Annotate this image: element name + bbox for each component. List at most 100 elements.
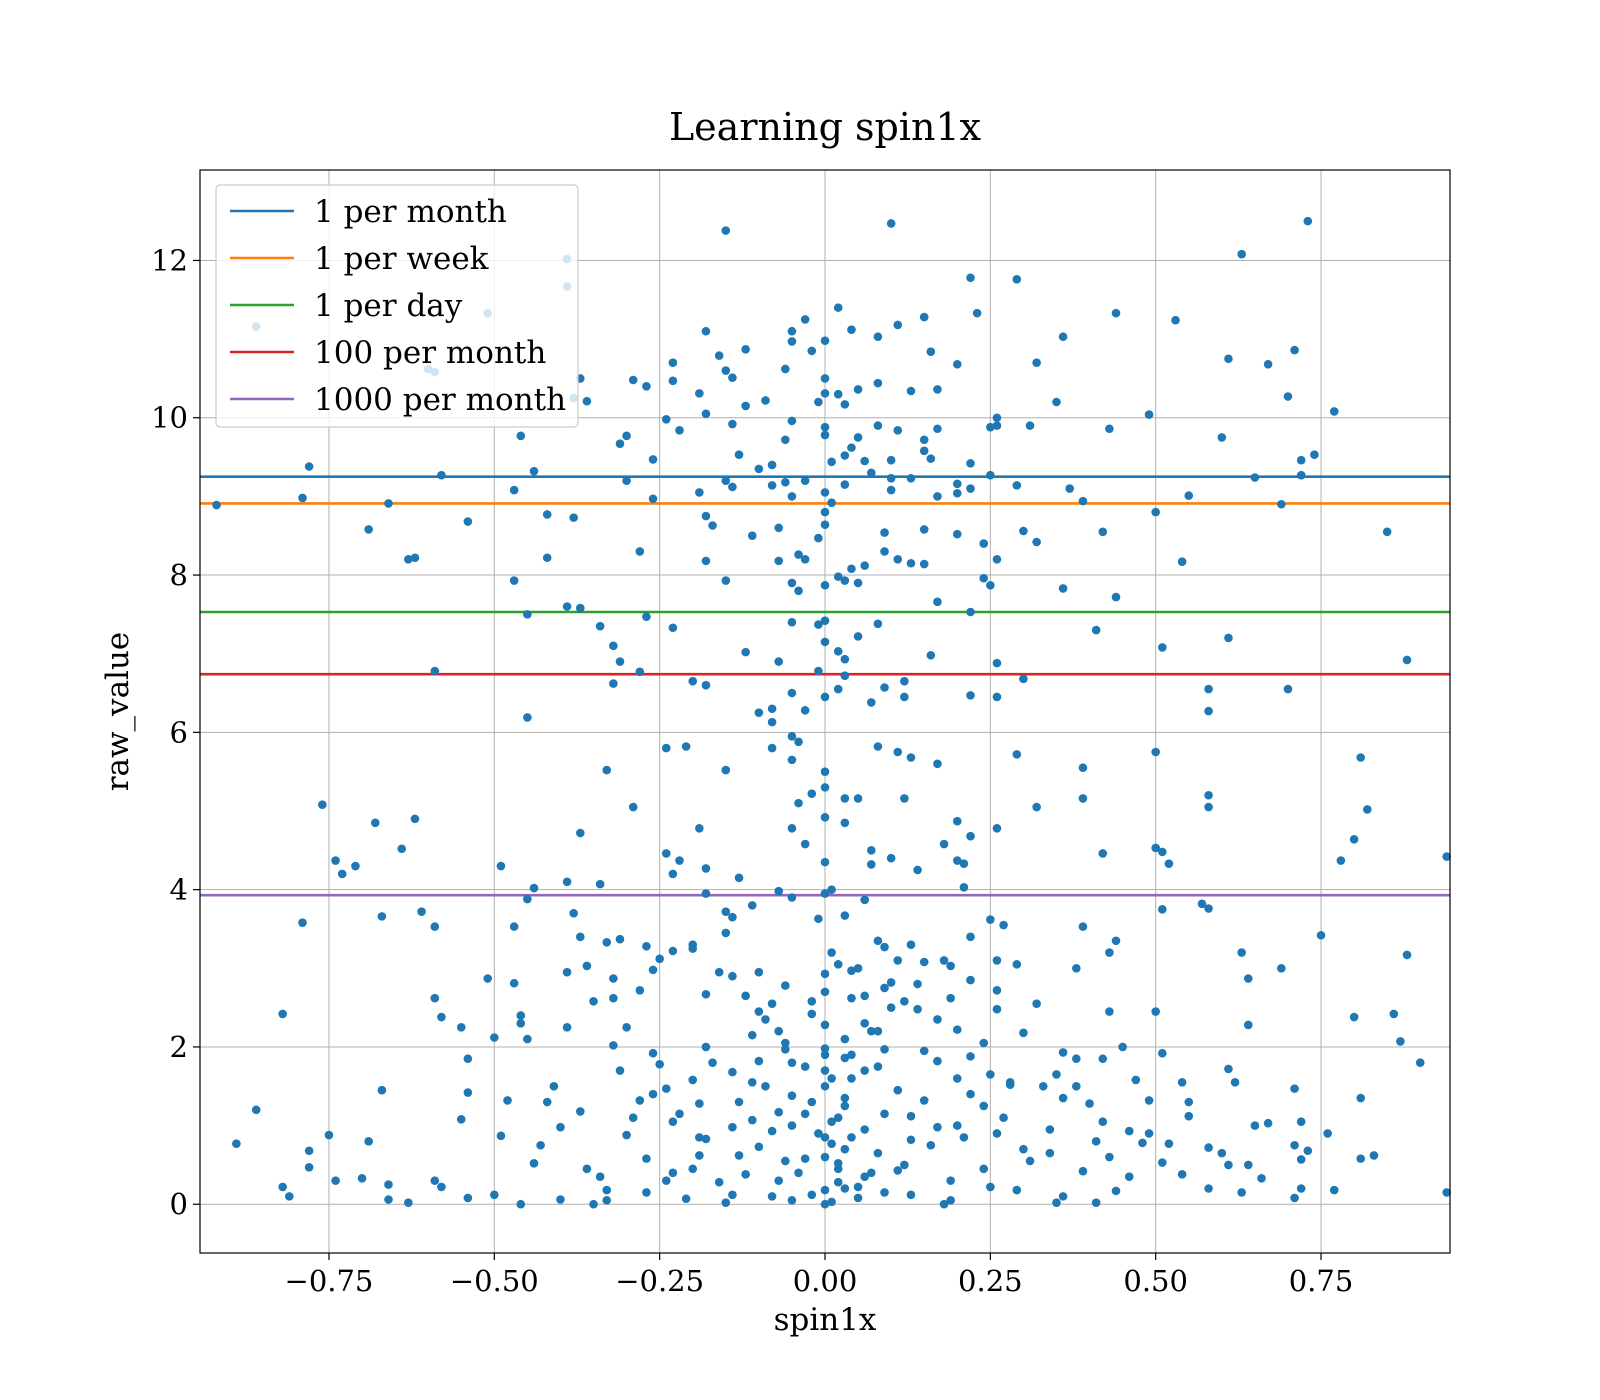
scatter-point <box>1356 753 1366 762</box>
scatter-point <box>562 967 572 977</box>
scatter-point <box>827 457 836 467</box>
scatter-point <box>933 1056 942 1066</box>
scatter-point <box>661 1176 671 1185</box>
scatter-point <box>1204 790 1213 800</box>
scatter-point <box>1303 216 1313 226</box>
scatter-point <box>747 1115 757 1125</box>
scatter-point <box>1078 763 1088 773</box>
scatter-point <box>939 839 949 849</box>
scatter-point <box>284 1192 294 1201</box>
scatter-point <box>840 794 850 803</box>
scatter-point <box>827 885 836 894</box>
scatter-point <box>370 818 380 828</box>
scatter-point <box>992 986 1002 995</box>
scatter-point <box>516 1019 526 1028</box>
scatter-point <box>595 621 605 631</box>
scatter-point <box>1138 1138 1147 1148</box>
scatter-point <box>992 658 1002 668</box>
scatter-point <box>628 375 638 385</box>
scatter-point <box>939 1199 949 1209</box>
scatter-point <box>1032 802 1041 812</box>
scatter-point <box>853 1193 863 1203</box>
scatter-point <box>701 1042 711 1052</box>
scatter-point <box>523 1034 532 1044</box>
scatter-point <box>232 1139 241 1148</box>
scatter-point <box>807 1009 817 1019</box>
scatter-point <box>1131 1075 1141 1085</box>
scatter-point <box>873 1026 883 1036</box>
scatter-point <box>847 966 856 975</box>
scatter-point <box>946 1176 955 1185</box>
scatter-point <box>1105 1007 1114 1016</box>
scatter-point <box>1085 1099 1094 1108</box>
scatter-point <box>430 922 440 931</box>
scatter-point <box>833 647 843 656</box>
scatter-point <box>1118 1042 1127 1052</box>
scatter-point <box>853 578 863 588</box>
scatter-point <box>926 650 936 660</box>
scatter-point <box>728 419 737 429</box>
scatter-point <box>853 1182 863 1192</box>
scatter-point <box>966 932 975 942</box>
scatter-point <box>1019 526 1028 536</box>
scatter-point <box>866 698 876 707</box>
scatter-point <box>840 818 850 828</box>
scatter-point <box>496 1131 506 1141</box>
scatter-point <box>787 337 797 346</box>
scatter-point <box>1382 527 1392 537</box>
grid-lines <box>200 170 1450 1253</box>
scatter-point <box>933 597 942 607</box>
scatter-point <box>675 1109 684 1119</box>
scatter-point <box>933 492 942 501</box>
scatter-point <box>972 308 982 318</box>
scatter-point <box>959 859 969 868</box>
scatter-point <box>635 986 645 995</box>
scatter-point <box>1283 684 1293 694</box>
scatter-point <box>708 521 717 530</box>
scatter-point <box>1329 1185 1339 1195</box>
scatter-point <box>1111 592 1121 602</box>
scatter-point <box>787 893 797 902</box>
scatter-point <box>946 961 955 971</box>
scatter-point <box>1045 1148 1055 1158</box>
scatter-point <box>794 798 803 808</box>
scatter-point <box>933 424 942 434</box>
scatter-point <box>1204 802 1213 812</box>
scatter-point <box>721 366 731 375</box>
scatter-point <box>794 737 803 747</box>
scatter-point <box>1243 1020 1253 1030</box>
scatter-point <box>906 940 916 949</box>
scatter-point <box>1237 948 1246 957</box>
scatter-point <box>304 462 314 471</box>
scatter-point <box>959 1133 969 1142</box>
scatter-point <box>754 1056 764 1066</box>
scatter-point <box>761 1081 770 1091</box>
scatter-point <box>1032 537 1041 547</box>
scatter-point <box>747 1030 757 1040</box>
scatter-point <box>695 823 704 833</box>
scatter-point <box>820 488 830 497</box>
scatter-point <box>873 421 883 430</box>
scatter-point <box>1363 805 1372 814</box>
scatter-point <box>536 1140 545 1150</box>
scatter-point <box>800 1109 810 1119</box>
scatter-point <box>1052 1070 1061 1079</box>
scatter-point <box>893 320 903 330</box>
scatter-point <box>483 974 492 983</box>
scatter-point <box>1329 407 1339 416</box>
scatter-point <box>800 1154 810 1163</box>
scatter-point <box>906 753 916 762</box>
scatter-point <box>404 1198 413 1207</box>
scatter-point <box>463 1193 473 1203</box>
scatter-point <box>324 1130 334 1140</box>
scatter-point <box>668 358 678 367</box>
scatter-point <box>992 1129 1002 1138</box>
scatter-point <box>1052 1198 1061 1207</box>
scatter-point <box>860 1172 869 1182</box>
scatter-point <box>926 1140 936 1150</box>
scatter-point <box>1019 674 1028 684</box>
scatter-point <box>661 849 671 858</box>
scatter-point <box>840 480 850 489</box>
scatter-point <box>463 517 473 526</box>
scatter-point <box>1058 332 1068 342</box>
